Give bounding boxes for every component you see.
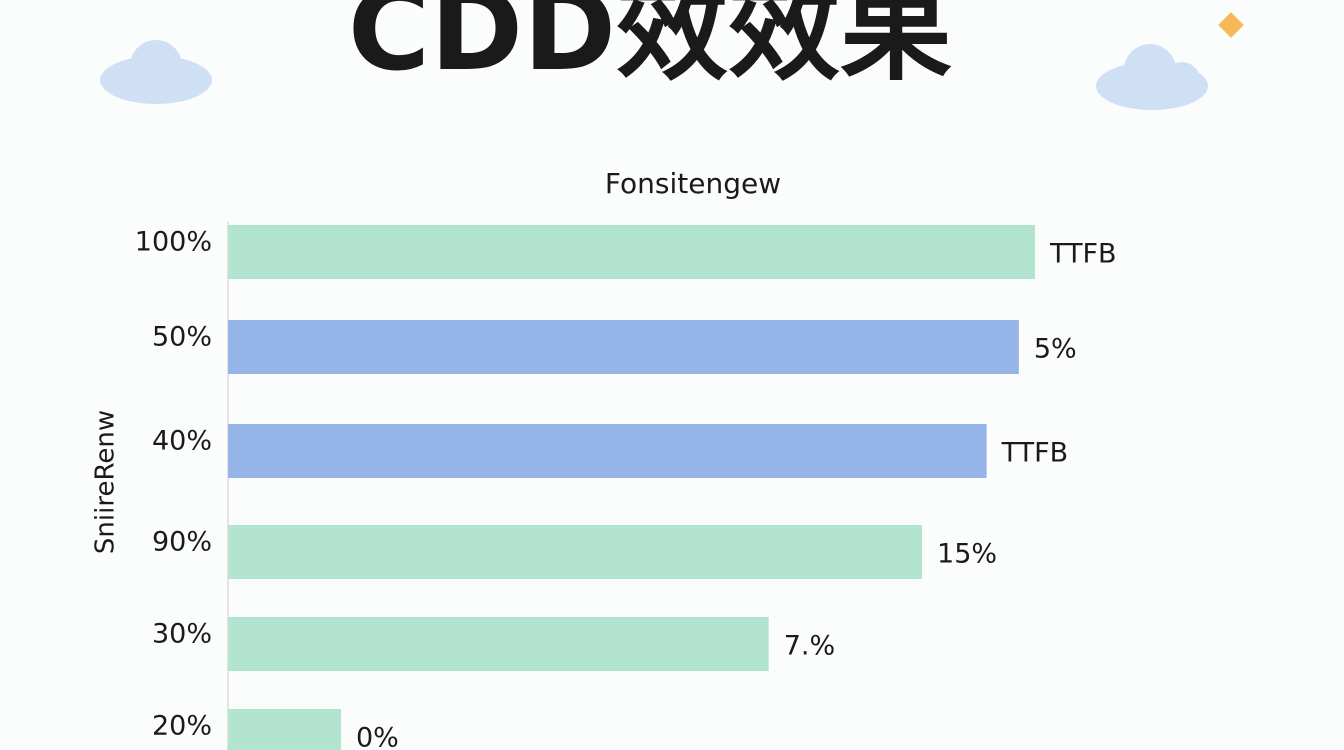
- y-axis-label: SniireRenw: [91, 410, 121, 554]
- bar-label: 0%: [356, 723, 399, 750]
- bar-label: 15%: [937, 539, 997, 570]
- bar: [228, 320, 1019, 374]
- bar: [228, 225, 1035, 279]
- bar: [228, 709, 341, 750]
- bar: [228, 424, 987, 478]
- chart-subtitle: Fonsitengew: [605, 167, 781, 200]
- bar-label: TTFB: [1049, 239, 1117, 270]
- chart-title: CDD效效果: [348, 0, 952, 96]
- category-label: 100%: [135, 227, 212, 258]
- category-label: 90%: [152, 527, 212, 558]
- category-label: 20%: [152, 711, 212, 742]
- category-label: 30%: [152, 619, 212, 650]
- bar-label: 7.%: [784, 631, 835, 662]
- bar: [228, 525, 923, 579]
- bar-label: TTFB: [1001, 438, 1069, 469]
- bar-label: 5%: [1034, 334, 1077, 365]
- cloud-right: [1096, 44, 1208, 110]
- bar: [228, 617, 769, 671]
- category-label: 50%: [152, 322, 212, 353]
- category-label: 40%: [152, 426, 212, 457]
- cloud-left: [100, 40, 212, 104]
